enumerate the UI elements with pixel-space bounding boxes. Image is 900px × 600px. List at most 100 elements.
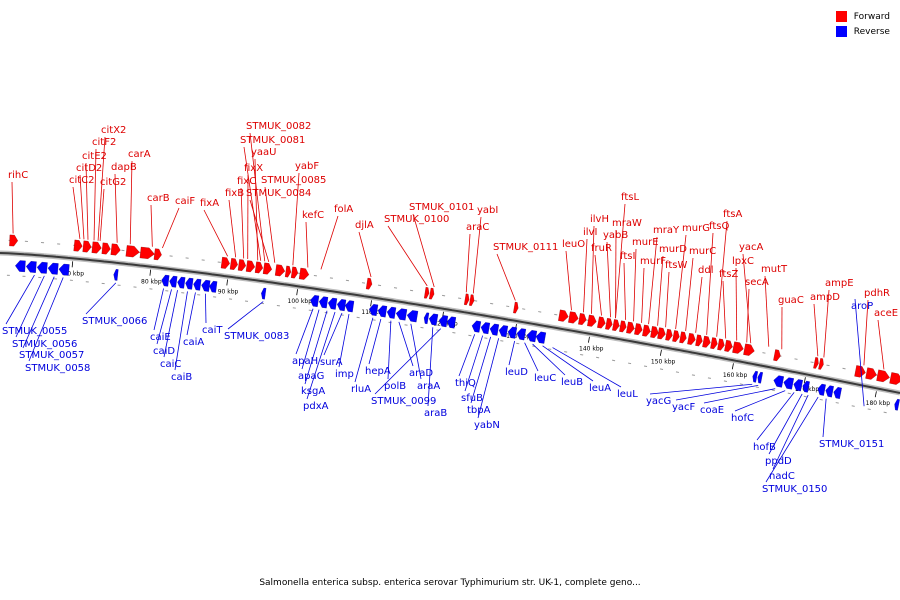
forward-leader-ampd — [813, 303, 819, 357]
reverse-gene-label-sura: surA — [320, 357, 343, 368]
forward-gene-label-murf: murF — [640, 256, 666, 267]
reverse-leader-ppdd — [768, 393, 803, 455]
forward-gene-label-mray: mraY — [653, 225, 680, 236]
reverse-arrow-44 — [817, 383, 826, 396]
forward-gene-label-citd2: citD2 — [76, 163, 102, 174]
forward-gene-label-fixc: fixC — [237, 176, 256, 187]
forward-arrow-6 — [101, 242, 111, 255]
forward-gene-label-cite2: citE2 — [82, 151, 107, 162]
forward-leader-citf2 — [93, 148, 97, 241]
reverse-arrow-14 — [209, 280, 218, 293]
reverse-leader-hofc — [734, 390, 786, 412]
reverse-leader-sfub — [464, 335, 484, 392]
forward-arrow-8 — [125, 245, 140, 258]
reverse-arrow-21 — [369, 304, 379, 316]
forward-leader-ftsz — [722, 280, 727, 339]
reverse-leader-yacg — [649, 383, 753, 395]
tick-160-kbp — [731, 363, 734, 370]
forward-gene-label-ampd: ampD — [810, 292, 840, 303]
forward-leader-ampe — [823, 289, 830, 358]
forward-leader-yaca — [742, 253, 752, 344]
reverse-arrow-6 — [58, 263, 70, 276]
forward-leader-murf — [641, 267, 645, 323]
forward-leader-mray — [648, 236, 658, 325]
reverse-leader-arab — [427, 327, 434, 407]
forward-gene-label-acee: aceE — [874, 308, 898, 319]
forward-leader-stmuk-0085 — [264, 186, 276, 263]
forward-leader-ftsi — [623, 262, 626, 320]
reverse-leader-rlua — [354, 317, 374, 383]
forward-gene-label-guac: guaC — [778, 295, 804, 306]
forward-arrow-32 — [605, 318, 613, 330]
reverse-arrow-2 — [15, 260, 26, 273]
reverse-gene-label-stmuk-0056: STMUK_0056 — [12, 339, 77, 350]
reverse-arrow-5 — [47, 262, 59, 275]
reverse-gene-label-leuc: leuC — [534, 373, 556, 384]
reverse-arrow-19 — [337, 299, 347, 312]
reverse-arrow-31 — [480, 322, 491, 335]
forward-gene-label-pdhr: pdhR — [864, 288, 890, 299]
reverse-arrow-33 — [498, 325, 509, 338]
forward-arrow-43 — [687, 333, 696, 345]
tick-140-kbp — [588, 336, 590, 343]
forward-gene-label-mutt: mutT — [761, 264, 788, 275]
tick-label-100-kbp: 100 kbp — [288, 298, 313, 305]
forward-gene-label-leuo: leuO — [562, 239, 585, 250]
reverse-gene-label-nadc: nadC — [769, 471, 795, 482]
reverse-leader-hofb — [756, 392, 795, 441]
reverse-gene-label-arad: araD — [409, 368, 433, 379]
reverse-leader-caia — [186, 292, 196, 336]
reverse-leader-stmuk-0099 — [374, 328, 442, 395]
reverse-leader-stmuk-0058 — [28, 277, 64, 362]
reverse-leader-nadc — [772, 394, 809, 470]
reverse-arrow-26 — [423, 312, 430, 325]
forward-leader-fola — [320, 215, 339, 270]
tick-label-180-kbp: 180 kbp — [866, 400, 891, 407]
reverse-leader-ksga — [304, 310, 328, 385]
forward-gene-label-citx2: citX2 — [101, 125, 126, 136]
forward-arrow-24 — [464, 293, 470, 306]
forward-arrow-21 — [365, 277, 373, 290]
reverse-leader-stmuk-0056 — [15, 275, 45, 338]
forward-swatch — [835, 11, 847, 22]
tick-label-80-kbp: 80 kbp — [141, 279, 162, 286]
forward-gene-label-caif: caiF — [175, 196, 195, 207]
forward-arrow-33 — [612, 319, 620, 331]
reverse-leader-caic — [163, 290, 178, 358]
forward-arrow-9 — [139, 246, 155, 259]
forward-leader-mutt — [764, 275, 770, 347]
reverse-leader-leub — [532, 343, 566, 376]
forward-arrow-45 — [702, 335, 711, 348]
forward-arrow-40 — [665, 328, 673, 341]
reverse-leader-stmuk-0083 — [227, 301, 264, 330]
forward-gene-label-rihc: rihC — [8, 170, 28, 181]
reverse-gene-label-ppdd: ppdD — [765, 456, 792, 467]
forward-arrow-13 — [237, 259, 246, 271]
tick-180-kbp — [874, 391, 877, 398]
forward-arrow-30 — [587, 314, 597, 327]
forward-arrow-52 — [813, 357, 819, 369]
forward-gene-label-ftsw: ftsW — [665, 260, 687, 271]
reverse-gene-label-stmuk-0058: STMUK_0058 — [25, 363, 90, 374]
forward-leader-frur — [594, 254, 602, 316]
reverse-leader-yacf — [675, 385, 759, 401]
reverse-gene-label-cait: caiT — [202, 325, 223, 336]
forward-arrow-47 — [717, 338, 725, 351]
forward-gene-label-arac: araC — [466, 222, 489, 233]
forward-gene-label-dapb: dapB — [111, 162, 137, 173]
forward-arrow-7 — [110, 243, 121, 256]
reverse-leader-cait — [205, 293, 207, 324]
reverse-arrow-13 — [201, 279, 211, 292]
reverse-gene-label-leul: leuL — [617, 389, 638, 400]
forward-leader-stmuk-0100 — [387, 225, 428, 287]
forward-arrow-39 — [657, 327, 666, 340]
forward-gene-label-carb: carB — [147, 193, 170, 204]
forward-gene-label-yaau: yaaU — [251, 147, 277, 158]
reverse-arrow-40 — [773, 375, 784, 388]
reverse-arrow-32 — [489, 323, 500, 336]
forward-arrow-28 — [568, 311, 579, 324]
forward-leader-fixa — [203, 209, 229, 257]
forward-gene-label-fola: folA — [334, 204, 353, 215]
reverse-arrow-27 — [428, 313, 439, 326]
forward-leader-djla — [358, 231, 372, 278]
